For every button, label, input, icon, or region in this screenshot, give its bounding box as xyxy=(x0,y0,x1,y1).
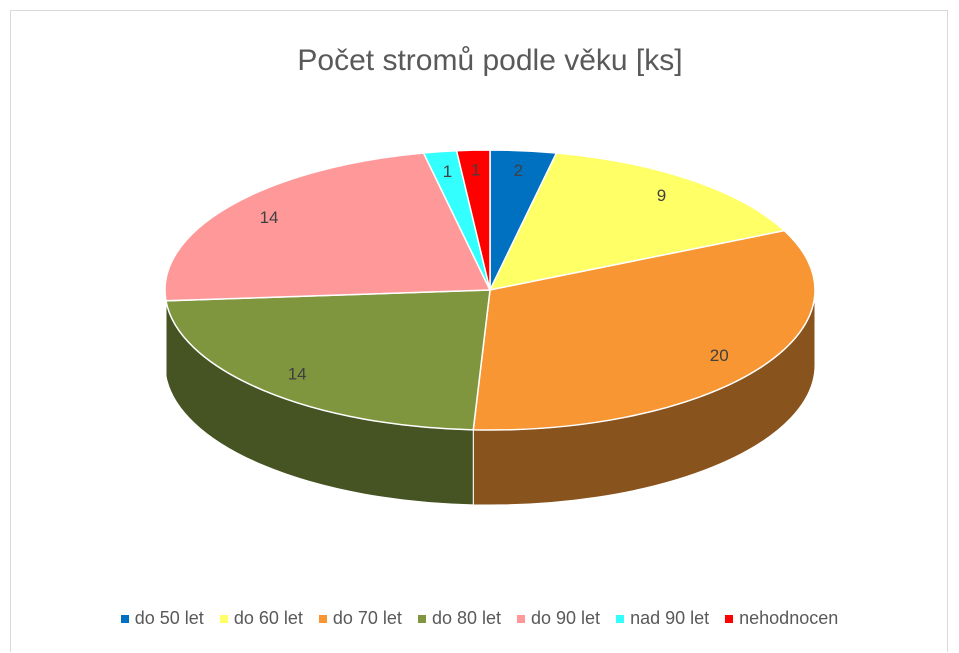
legend-label: do 60 let xyxy=(233,608,303,628)
data-label: 14 xyxy=(260,208,279,227)
chart-title: Počet stromů podle věku [ks] xyxy=(297,44,682,77)
legend: do 50 let do 60 let do 70 let do 80 let do 9… xyxy=(0,608,959,629)
pie-slice xyxy=(472,229,816,431)
legend-swatch xyxy=(616,614,625,623)
legend-label: do 90 let xyxy=(531,608,601,628)
data-label: 1 xyxy=(443,162,452,181)
data-label: 2 xyxy=(514,161,523,180)
legend-item: do 90 let xyxy=(517,608,600,629)
legend-item: nad 90 let xyxy=(616,608,709,629)
chart-frame xyxy=(10,10,948,652)
pie-slice xyxy=(455,149,491,291)
data-label: 14 xyxy=(288,365,307,384)
legend-label: nad 90 let xyxy=(630,608,710,628)
pie-slice xyxy=(164,152,492,302)
legend-item: do 50 let xyxy=(120,608,204,629)
legend-swatch xyxy=(417,614,426,623)
legend-item: nehodnocen xyxy=(725,608,838,629)
data-label: 1 xyxy=(471,161,480,180)
pie-slice xyxy=(165,289,491,431)
legend-item: do 70 let xyxy=(318,608,402,629)
legend-swatch xyxy=(517,614,525,623)
data-label: 20 xyxy=(710,346,729,365)
legend-swatch xyxy=(318,614,327,623)
pie-slice xyxy=(488,152,786,292)
legend-item: do 80 let xyxy=(417,608,501,629)
legend-swatch xyxy=(219,614,228,623)
legend-label: do 80 let xyxy=(431,608,501,628)
legend-swatch xyxy=(725,614,734,623)
legend-label: nehodnocen xyxy=(739,608,839,628)
data-label: 9 xyxy=(657,186,666,205)
legend-label: do 70 let xyxy=(332,608,402,628)
legend-label: do 50 let xyxy=(134,608,204,628)
legend-swatch xyxy=(120,614,129,623)
legend-item: do 60 let xyxy=(219,608,303,629)
